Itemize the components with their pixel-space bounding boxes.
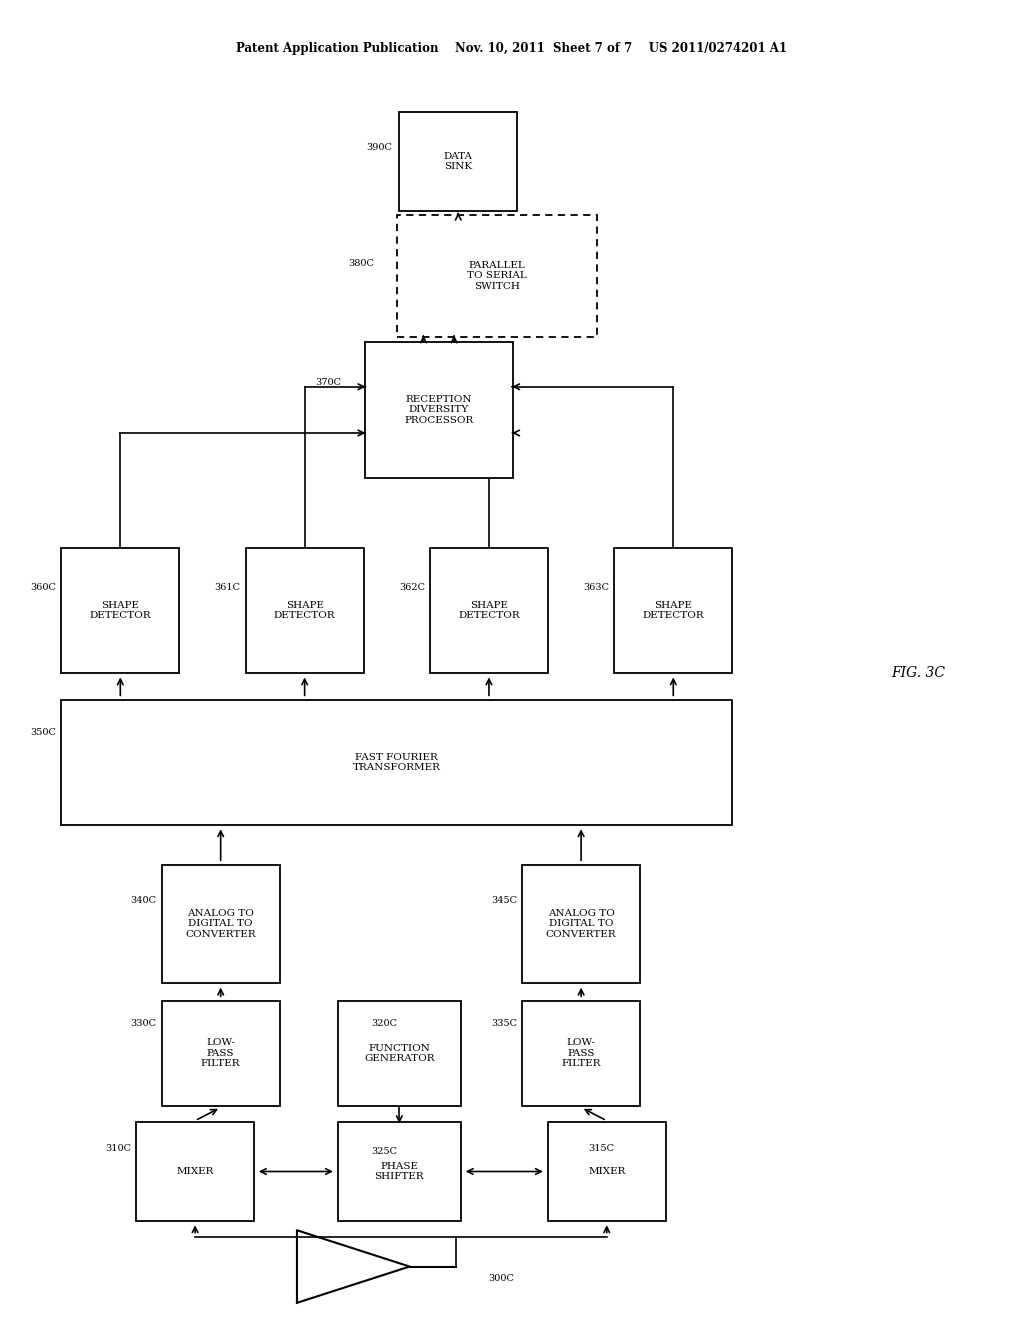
Text: FAST FOURIER
TRANSFORMER: FAST FOURIER TRANSFORMER xyxy=(353,752,440,772)
FancyBboxPatch shape xyxy=(614,548,732,673)
FancyBboxPatch shape xyxy=(61,548,179,673)
FancyBboxPatch shape xyxy=(338,1001,461,1106)
Text: MIXER: MIXER xyxy=(176,1167,214,1176)
Text: MIXER: MIXER xyxy=(588,1167,626,1176)
Text: ANALOG TO
DIGITAL TO
CONVERTER: ANALOG TO DIGITAL TO CONVERTER xyxy=(185,909,256,939)
Text: 310C: 310C xyxy=(105,1144,131,1152)
FancyBboxPatch shape xyxy=(548,1122,666,1221)
FancyBboxPatch shape xyxy=(61,700,732,825)
Text: 390C: 390C xyxy=(367,144,392,152)
Text: 325C: 325C xyxy=(372,1147,397,1155)
FancyBboxPatch shape xyxy=(365,342,513,478)
Text: FIG. 3C: FIG. 3C xyxy=(891,667,945,680)
Text: 315C: 315C xyxy=(589,1144,614,1152)
Text: LOW-
PASS
FILTER: LOW- PASS FILTER xyxy=(561,1039,601,1068)
Text: SHAPE
DETECTOR: SHAPE DETECTOR xyxy=(89,601,152,620)
Text: PARALLEL
TO SERIAL
SWITCH: PARALLEL TO SERIAL SWITCH xyxy=(467,261,527,290)
Text: SHAPE
DETECTOR: SHAPE DETECTOR xyxy=(273,601,336,620)
Text: 380C: 380C xyxy=(348,260,374,268)
FancyBboxPatch shape xyxy=(162,1001,280,1106)
Text: LOW-
PASS
FILTER: LOW- PASS FILTER xyxy=(201,1039,241,1068)
Text: SHAPE
DETECTOR: SHAPE DETECTOR xyxy=(458,601,520,620)
FancyBboxPatch shape xyxy=(246,548,364,673)
Text: 340C: 340C xyxy=(131,896,157,904)
Text: Patent Application Publication    Nov. 10, 2011  Sheet 7 of 7    US 2011/0274201: Patent Application Publication Nov. 10, … xyxy=(237,42,787,55)
FancyBboxPatch shape xyxy=(338,1122,461,1221)
Text: 300C: 300C xyxy=(488,1274,514,1283)
Text: 361C: 361C xyxy=(215,583,241,591)
Text: 320C: 320C xyxy=(372,1019,397,1027)
Text: 362C: 362C xyxy=(399,583,425,591)
Text: RECEPTION
DIVERSITY
PROCESSOR: RECEPTION DIVERSITY PROCESSOR xyxy=(404,395,473,425)
FancyBboxPatch shape xyxy=(522,1001,640,1106)
Text: 360C: 360C xyxy=(31,583,56,591)
Text: 350C: 350C xyxy=(31,729,56,737)
Text: PHASE
SHIFTER: PHASE SHIFTER xyxy=(375,1162,424,1181)
Text: 345C: 345C xyxy=(492,896,517,904)
FancyBboxPatch shape xyxy=(162,865,280,983)
Text: SHAPE
DETECTOR: SHAPE DETECTOR xyxy=(642,601,705,620)
FancyBboxPatch shape xyxy=(522,865,640,983)
FancyBboxPatch shape xyxy=(397,215,597,337)
Text: 370C: 370C xyxy=(315,379,341,387)
Text: ANALOG TO
DIGITAL TO
CONVERTER: ANALOG TO DIGITAL TO CONVERTER xyxy=(546,909,616,939)
Text: DATA
SINK: DATA SINK xyxy=(443,152,473,172)
FancyBboxPatch shape xyxy=(430,548,548,673)
Text: FUNCTION
GENERATOR: FUNCTION GENERATOR xyxy=(365,1044,434,1063)
FancyBboxPatch shape xyxy=(399,112,517,211)
Text: 335C: 335C xyxy=(492,1019,517,1027)
FancyBboxPatch shape xyxy=(136,1122,254,1221)
Text: 330C: 330C xyxy=(131,1019,157,1027)
Text: 363C: 363C xyxy=(584,583,609,591)
